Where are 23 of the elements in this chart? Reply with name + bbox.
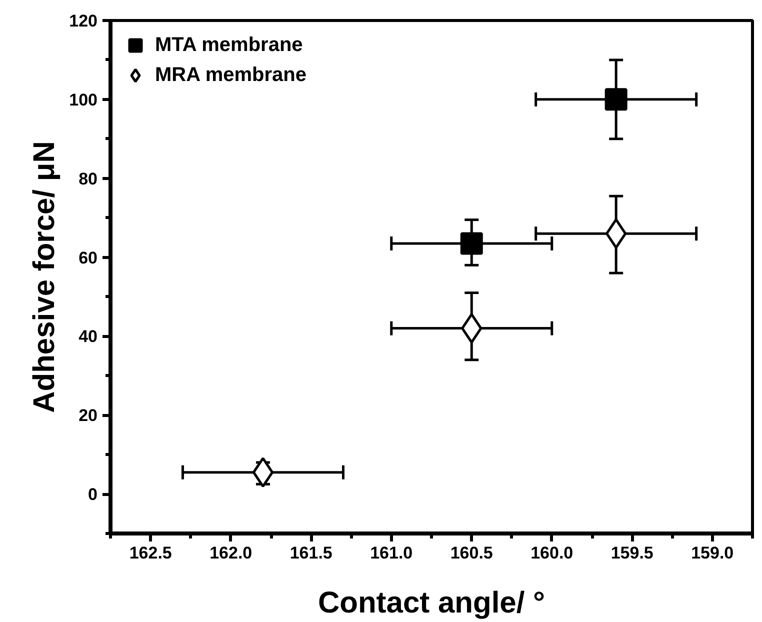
legend-label: MRA membrane [155,64,307,86]
x-tick-label: 160.0 [530,544,574,562]
legend-label: MTA membrane [155,34,303,56]
x-tick-label: 160.5 [450,544,493,562]
y-tick-label: 40 [78,327,98,346]
point [605,218,627,249]
y-tick-label: 120 [69,12,98,30]
x-tick-label: 161.0 [370,544,413,562]
x-tick-label: 159.5 [610,544,654,562]
point [252,457,274,488]
point [604,88,628,111]
point [460,232,483,255]
y-tick-label: 0 [88,485,98,504]
x-tick-label: 161.5 [290,544,332,562]
y-tick-label: 80 [78,169,98,188]
x-axis-title: Contact angle/ ° [318,586,546,620]
y-tick-label: 20 [78,406,98,426]
x-tick-label: 162.5 [129,544,172,562]
y-tick-label: 100 [69,90,98,110]
x-tick-label: 159.0 [691,544,734,562]
y-tick-label: 60 [78,248,98,268]
x-tick-label: 162.0 [210,544,252,562]
y-axis-title: Adhesive force/ μN [28,141,62,413]
